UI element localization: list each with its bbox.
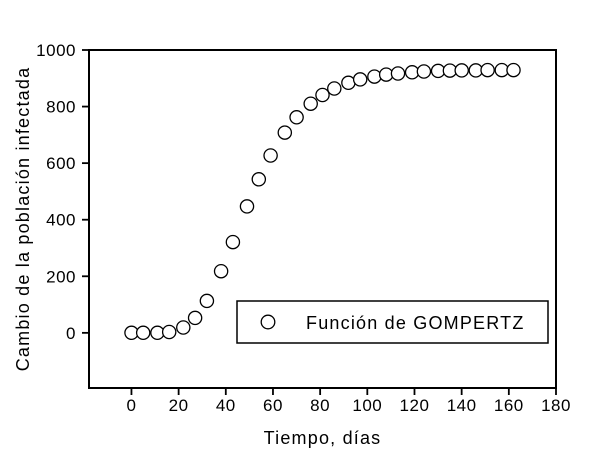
data-point [327, 81, 342, 96]
y-tick-label: 600 [46, 154, 76, 173]
x-tick-label: 20 [169, 396, 189, 415]
x-tick-label: 60 [263, 396, 283, 415]
x-tick-label: 120 [400, 396, 430, 415]
legend-label: Función de GOMPERTZ [306, 313, 525, 333]
legend: Función de GOMPERTZ [236, 300, 549, 344]
data-point [263, 148, 278, 163]
data-point [352, 72, 368, 87]
data-point [506, 62, 521, 78]
legend-box [236, 300, 549, 344]
x-axis-title: Tiempo, días [264, 428, 382, 448]
x-tick-label: 80 [310, 396, 330, 415]
y-tick-label: 0 [66, 324, 76, 343]
data-point [454, 63, 469, 78]
legend-open-circle-icon [260, 314, 276, 330]
data-point [367, 69, 382, 84]
x-tick-label: 0 [126, 396, 136, 415]
data-point [378, 67, 394, 82]
y-tick-label: 400 [46, 211, 76, 230]
data-point [277, 125, 293, 140]
y-tick-label: 1000 [36, 41, 76, 60]
data-point [303, 96, 318, 111]
data-point [176, 320, 191, 335]
y-tick-label: 800 [46, 98, 76, 117]
data-point [289, 110, 304, 125]
x-tick-label: 180 [541, 396, 571, 415]
data-point [239, 199, 255, 214]
data-point [199, 293, 215, 309]
data-point [341, 75, 356, 91]
data-point [480, 62, 495, 78]
data-point [390, 66, 406, 81]
y-axis-title: Cambio de la población infectada [13, 67, 33, 372]
data-point [251, 172, 267, 187]
x-axis: 0 20 40 60 80 100 120 140 160 180 [126, 388, 570, 415]
x-tick-label: 160 [494, 396, 524, 415]
data-point [187, 310, 203, 326]
data-point [225, 234, 241, 250]
data-point [416, 64, 432, 79]
x-tick-label: 100 [352, 396, 382, 415]
x-tick-label: 40 [216, 396, 236, 415]
data-points [124, 62, 521, 341]
data-point [315, 87, 330, 103]
data-point [161, 324, 177, 340]
data-point [135, 325, 151, 341]
data-point [213, 263, 229, 279]
y-axis: 0 200 400 600 800 1000 [36, 41, 89, 343]
x-tick-label: 140 [447, 396, 477, 415]
y-tick-label: 200 [46, 267, 76, 286]
